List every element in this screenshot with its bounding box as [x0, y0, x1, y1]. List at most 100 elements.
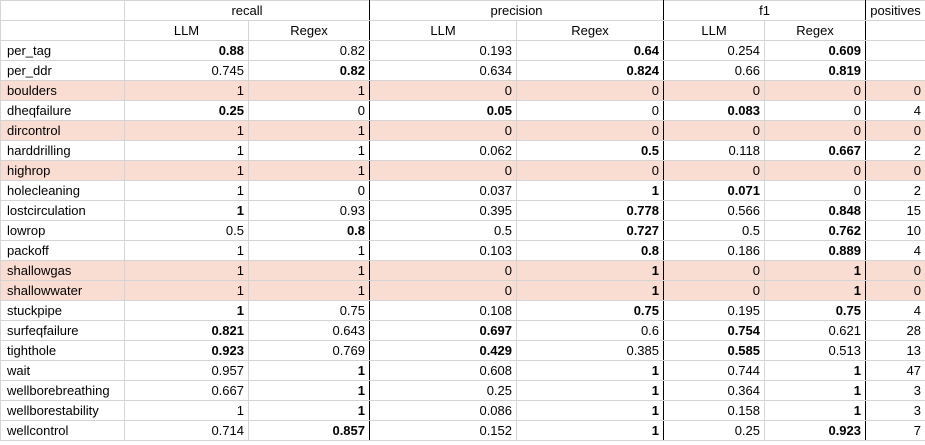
header-positives-sub [865, 20, 925, 41]
cell-precision-llm: 0 [369, 260, 518, 281]
cell-recall-llm: 1 [124, 240, 249, 261]
table-row: harddrilling 1 1 0.062 0.5 0.118 0.667 2 [0, 140, 925, 161]
cell-recall-regex: 1 [247, 400, 371, 421]
header-precision-regex: Regex [516, 20, 665, 41]
cell-f1-llm: 0.186 [663, 240, 766, 261]
cell-precision-llm: 0.108 [369, 300, 518, 321]
table-row: wellborebreathing 0.667 1 0.25 1 0.364 1 3 [0, 380, 925, 401]
cell-f1-llm: 0.585 [663, 340, 766, 361]
table-row: stuckpipe 1 0.75 0.108 0.75 0.195 0.75 4 [0, 300, 925, 321]
cell-precision-llm: 0.103 [369, 240, 518, 261]
cell-recall-llm: 1 [124, 260, 249, 281]
cell-positives: 0 [865, 260, 925, 281]
table-row: shallowgas 1 1 0 1 0 1 0 [0, 260, 925, 281]
cell-precision-regex: 0.6 [516, 320, 665, 341]
cell-positives: 0 [865, 160, 925, 181]
row-label: tighthole [0, 340, 125, 361]
cell-f1-llm: 0.083 [663, 100, 766, 121]
cell-precision-llm: 0 [369, 160, 518, 181]
cell-precision-llm: 0 [369, 120, 518, 141]
row-label: highrop [0, 160, 125, 181]
row-label: lowrop [0, 220, 125, 241]
row-label: shallowwater [0, 280, 125, 301]
cell-recall-regex: 1 [247, 380, 371, 401]
cell-recall-regex: 0.75 [247, 300, 371, 321]
cell-positives: 0 [865, 80, 925, 101]
cell-f1-regex: 0.889 [764, 240, 867, 261]
cell-precision-regex: 0 [516, 120, 665, 141]
cell-recall-llm: 1 [124, 80, 249, 101]
header-corner-2 [0, 20, 125, 41]
cell-recall-llm: 0.923 [124, 340, 249, 361]
cell-f1-regex: 1 [764, 280, 867, 301]
cell-f1-regex: 0.621 [764, 320, 867, 341]
cell-precision-llm: 0.193 [369, 40, 518, 61]
cell-recall-llm: 0.5 [124, 220, 249, 241]
cell-precision-llm: 0.395 [369, 200, 518, 221]
cell-f1-regex: 0.762 [764, 220, 867, 241]
header-precision: precision [369, 0, 665, 21]
cell-f1-regex: 0 [764, 120, 867, 141]
table-row: shallowwater 1 1 0 1 0 1 0 [0, 280, 925, 301]
cell-positives [865, 40, 925, 61]
cell-precision-regex: 0 [516, 80, 665, 101]
cell-recall-llm: 0.25 [124, 100, 249, 121]
cell-precision-regex: 0.64 [516, 40, 665, 61]
row-label: shallowgas [0, 260, 125, 281]
cell-recall-regex: 1 [247, 120, 371, 141]
row-label: holecleaning [0, 180, 125, 201]
cell-f1-llm: 0.195 [663, 300, 766, 321]
cell-positives: 3 [865, 400, 925, 421]
cell-f1-llm: 0 [663, 80, 766, 101]
cell-f1-llm: 0.754 [663, 320, 766, 341]
cell-positives: 7 [865, 420, 925, 441]
row-label: harddrilling [0, 140, 125, 161]
cell-f1-llm: 0.158 [663, 400, 766, 421]
cell-precision-llm: 0.152 [369, 420, 518, 441]
header-f1-llm: LLM [663, 20, 766, 41]
cell-precision-regex: 1 [516, 420, 665, 441]
cell-recall-llm: 0.667 [124, 380, 249, 401]
cell-recall-regex: 1 [247, 80, 371, 101]
cell-positives: 4 [865, 300, 925, 321]
cell-precision-regex: 1 [516, 280, 665, 301]
cell-precision-regex: 0.824 [516, 60, 665, 81]
cell-f1-llm: 0.25 [663, 420, 766, 441]
cell-precision-regex: 1 [516, 400, 665, 421]
cell-precision-regex: 0.8 [516, 240, 665, 261]
cell-precision-regex: 1 [516, 380, 665, 401]
row-label: stuckpipe [0, 300, 125, 321]
cell-f1-llm: 0 [663, 160, 766, 181]
cell-f1-llm: 0.744 [663, 360, 766, 381]
cell-f1-llm: 0.254 [663, 40, 766, 61]
cell-f1-regex: 0 [764, 180, 867, 201]
cell-recall-llm: 1 [124, 160, 249, 181]
cell-f1-llm: 0.5 [663, 220, 766, 241]
row-label: boulders [0, 80, 125, 101]
cell-positives: 47 [865, 360, 925, 381]
header-f1: f1 [663, 0, 867, 21]
cell-recall-regex: 1 [247, 280, 371, 301]
cell-recall-llm: 0.745 [124, 60, 249, 81]
cell-precision-llm: 0.697 [369, 320, 518, 341]
row-label: wellborestability [0, 400, 125, 421]
cell-positives: 28 [865, 320, 925, 341]
cell-recall-llm: 1 [124, 200, 249, 221]
table-row: wellborestability 1 1 0.086 1 0.158 1 3 [0, 400, 925, 421]
cell-recall-llm: 0.957 [124, 360, 249, 381]
cell-precision-llm: 0.062 [369, 140, 518, 161]
cell-f1-llm: 0.66 [663, 60, 766, 81]
cell-precision-llm: 0.25 [369, 380, 518, 401]
table-row: packoff 1 1 0.103 0.8 0.186 0.889 4 [0, 240, 925, 261]
cell-precision-regex: 0 [516, 100, 665, 121]
header-recall-regex: Regex [247, 20, 371, 41]
table-row: tighthole 0.923 0.769 0.429 0.385 0.585 0.513 1… [0, 340, 925, 361]
cell-precision-llm: 0.634 [369, 60, 518, 81]
table-row: dheqfailure 0.25 0 0.05 0 0.083 0 4 [0, 100, 925, 121]
cell-recall-regex: 0.82 [247, 40, 371, 61]
cell-precision-llm: 0.086 [369, 400, 518, 421]
cell-f1-regex: 0 [764, 80, 867, 101]
cell-f1-regex: 0.609 [764, 40, 867, 61]
cell-recall-regex: 0.643 [247, 320, 371, 341]
